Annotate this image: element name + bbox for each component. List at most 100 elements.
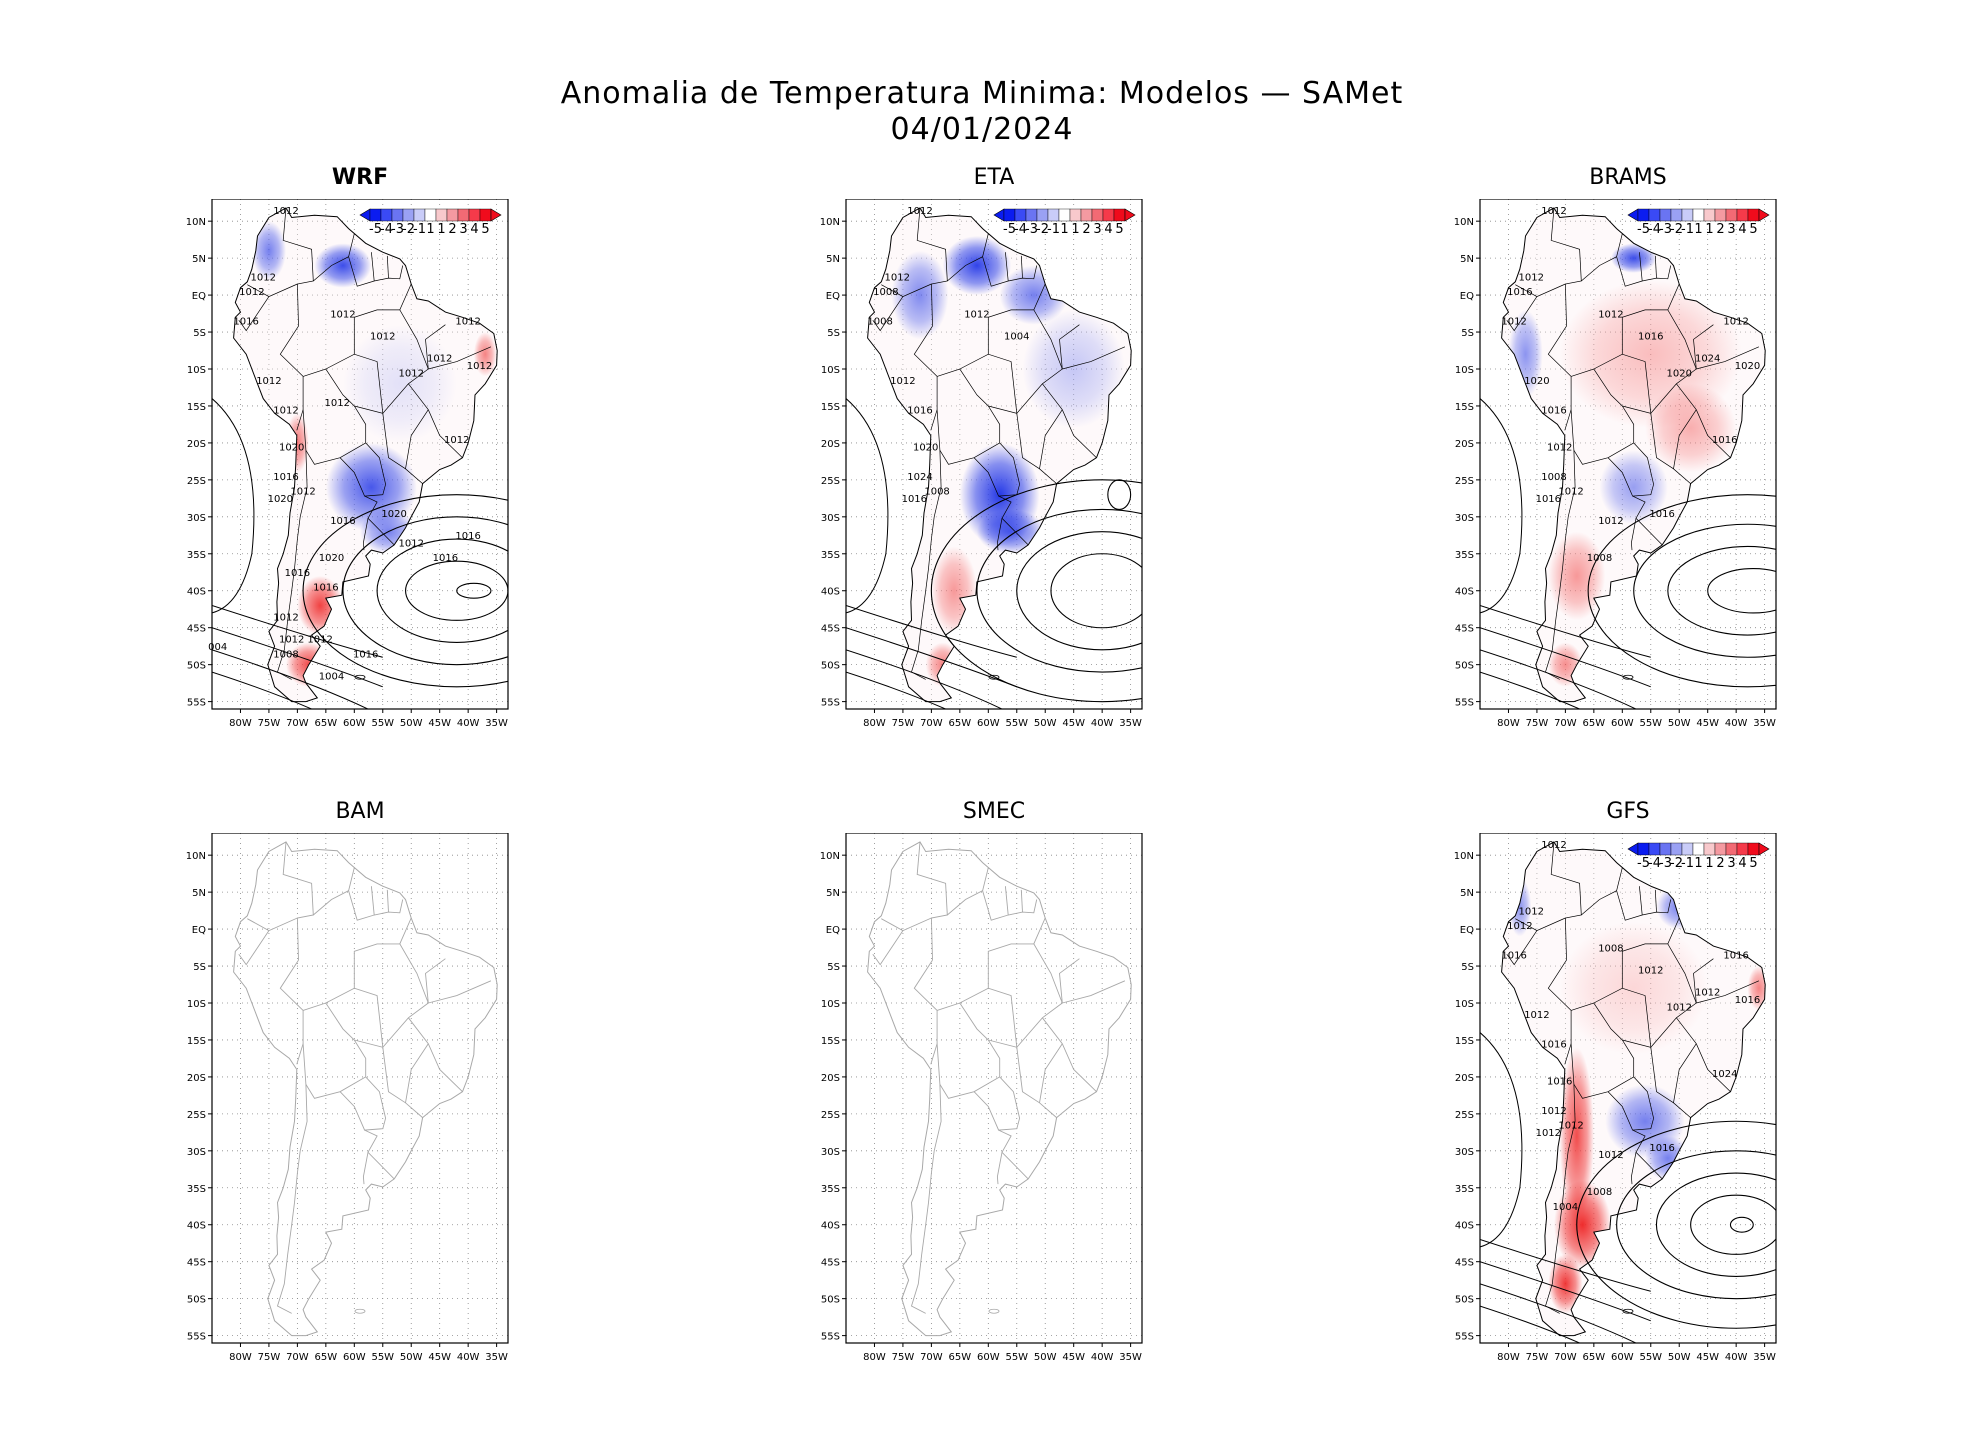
map-panel-brams: 1012 1012 1016 1012 1020 1016 1012 1008 1016 1012… — [1440, 198, 1780, 739]
panel-title-brams: BRAMS — [1589, 165, 1667, 190]
colorbar-swatch — [1714, 208, 1727, 222]
lat-tick-label: 45S — [1455, 1258, 1474, 1269]
country-borders — [238, 841, 492, 1314]
lat-tick-label: 30S — [1455, 1147, 1474, 1158]
lat-tick-label: 5S — [193, 328, 206, 339]
isobar-label: 1012 — [1536, 1128, 1561, 1139]
lon-tick-label: 55W — [1639, 1352, 1662, 1363]
lat-tick-label: 25S — [187, 476, 206, 487]
falklands-islands — [988, 674, 1000, 680]
colorbar-label: 3 — [1727, 222, 1735, 237]
coastline — [1501, 841, 1766, 1337]
colorbar-swatch — [1113, 208, 1126, 222]
lon-tick-label: 60W — [977, 1352, 1000, 1363]
isobar-label: 1012 — [467, 361, 492, 372]
colorbar-label: 2 — [1082, 222, 1090, 237]
colorbar-label: 3 — [459, 222, 467, 237]
lat-tick-label: 30S — [1455, 513, 1474, 524]
lon-tick-label: 45W — [1696, 1352, 1719, 1363]
isobar-label: 1008 — [1598, 943, 1623, 954]
lat-tick-label: 40S — [187, 1221, 206, 1232]
figure-title: Anomalia de Temperatura Minima: Modelos … — [560, 76, 1404, 111]
isobar-line — [212, 649, 370, 709]
isobar-label: 1012 — [239, 287, 264, 298]
isobar-label: 1012 — [1598, 1150, 1623, 1161]
map-svg-eta: 1012101210081008101210161020102410161008… — [820, 198, 1143, 729]
isobar-label: 1012 — [444, 435, 469, 446]
isobar-line — [1576, 1120, 1776, 1329]
lon-tick-label: 60W — [343, 718, 366, 729]
isobars — [1480, 398, 1776, 709]
isobar-label: 1016 — [1723, 951, 1748, 962]
lat-tick-label: 5N — [1460, 254, 1474, 265]
isobar-line — [1480, 605, 1651, 658]
cold-anomaly-area — [976, 509, 1046, 554]
lon-tick-label: 65W — [315, 718, 338, 729]
map-svg-bam: 10N 5N EQ 5S 10S 15S 20S 25S 30S 35S 40S 45S 50S 55S 8… — [186, 832, 509, 1363]
warm-anomaly-area — [1553, 1180, 1611, 1270]
lon-tick-label: 65W — [949, 718, 972, 729]
lat-tick-label: 15S — [1455, 1036, 1474, 1047]
lon-tick-label: 75W — [892, 1352, 915, 1363]
colorbar-label: 4 — [1104, 222, 1112, 237]
lon-tick-label: 35W — [1119, 718, 1142, 729]
lat-tick-label: 5S — [827, 962, 840, 973]
lon-tick-label: 60W — [1611, 1352, 1634, 1363]
colorbar-swatch — [1692, 842, 1705, 856]
colorbar-label: -4 — [1648, 856, 1661, 871]
isobar-line — [1667, 545, 1776, 636]
isobar-line — [302, 494, 508, 688]
lon-tick-label: 80W — [863, 1352, 886, 1363]
isobar-label: 1012 — [455, 317, 480, 328]
isobar-label: 1012 — [1507, 921, 1532, 932]
colorbar-swatch — [1747, 208, 1760, 222]
isobar-line — [212, 398, 255, 614]
map-frame — [845, 198, 1143, 710]
falklands-islands — [1622, 1308, 1634, 1314]
isobar-line — [1480, 1305, 1581, 1343]
colorbar-swatch — [1637, 208, 1650, 222]
isobar-label: 1012 — [399, 538, 424, 549]
isobar-line — [1480, 1239, 1651, 1292]
warm-anomaly-area — [1645, 383, 1737, 473]
country-borders — [872, 841, 1126, 1314]
lat-tick-label: 10S — [187, 365, 206, 376]
lat-tick-label: 35S — [1455, 1184, 1474, 1195]
isobar-label: 1012 — [907, 206, 932, 217]
isobar-label: 1012 — [330, 309, 355, 320]
isobar-label: 1012 — [1541, 1106, 1566, 1117]
lon-tick-label: 65W — [949, 1352, 972, 1363]
lat-tick-label: 15S — [1455, 402, 1474, 413]
falklands-islands — [354, 1308, 366, 1314]
colorbar-label: 4 — [1738, 222, 1746, 237]
map-panel-wrf: 1012 1012 1012 1016 1012 1012 1020 1016 1020 1012… — [172, 198, 512, 739]
isobar-label: 1012 — [1558, 487, 1583, 498]
isobar-label: 1012 — [251, 272, 276, 283]
isobar-label: 1012 — [307, 634, 332, 645]
colorbar-label: 1 — [1705, 222, 1713, 237]
lat-tick-label: 30S — [187, 1147, 206, 1158]
lat-tick-label: EQ — [192, 291, 206, 302]
colorbar-label: -3 — [1659, 222, 1672, 237]
lat-tick-label: 15S — [187, 1036, 206, 1047]
isobar-label: 1016 — [273, 472, 298, 483]
map-svg-gfs: 1012101210121016101210161016101210121012… — [1454, 832, 1777, 1363]
lat-tick-label: 55S — [1455, 1332, 1474, 1343]
colorbar-swatch — [1703, 842, 1716, 856]
colorbar-swatch — [413, 208, 426, 222]
isobar-label: 1008 — [873, 287, 898, 298]
lon-tick-label: 80W — [1497, 1352, 1520, 1363]
warm-anomaly-area — [1559, 1047, 1594, 1225]
isobar-line — [1616, 1150, 1776, 1300]
colorbar-label: 5 — [1749, 222, 1757, 237]
map-panel-bam: 10N 5N EQ 5S 10S 15S 20S 25S 30S 35S 40S 45S 50S 55S 8… — [172, 832, 512, 1373]
lat-tick-label: 45S — [821, 1258, 840, 1269]
lat-tick-label: 45S — [821, 624, 840, 635]
lon-tick-label: 70W — [920, 718, 943, 729]
colorbar-swatch — [1102, 208, 1115, 222]
lon-tick-label: 40W — [1725, 1352, 1748, 1363]
lat-tick-label: 20S — [187, 439, 206, 450]
map-frame — [1479, 832, 1777, 1344]
lat-tick-label: EQ — [826, 291, 840, 302]
isobar-line — [1480, 627, 1651, 688]
